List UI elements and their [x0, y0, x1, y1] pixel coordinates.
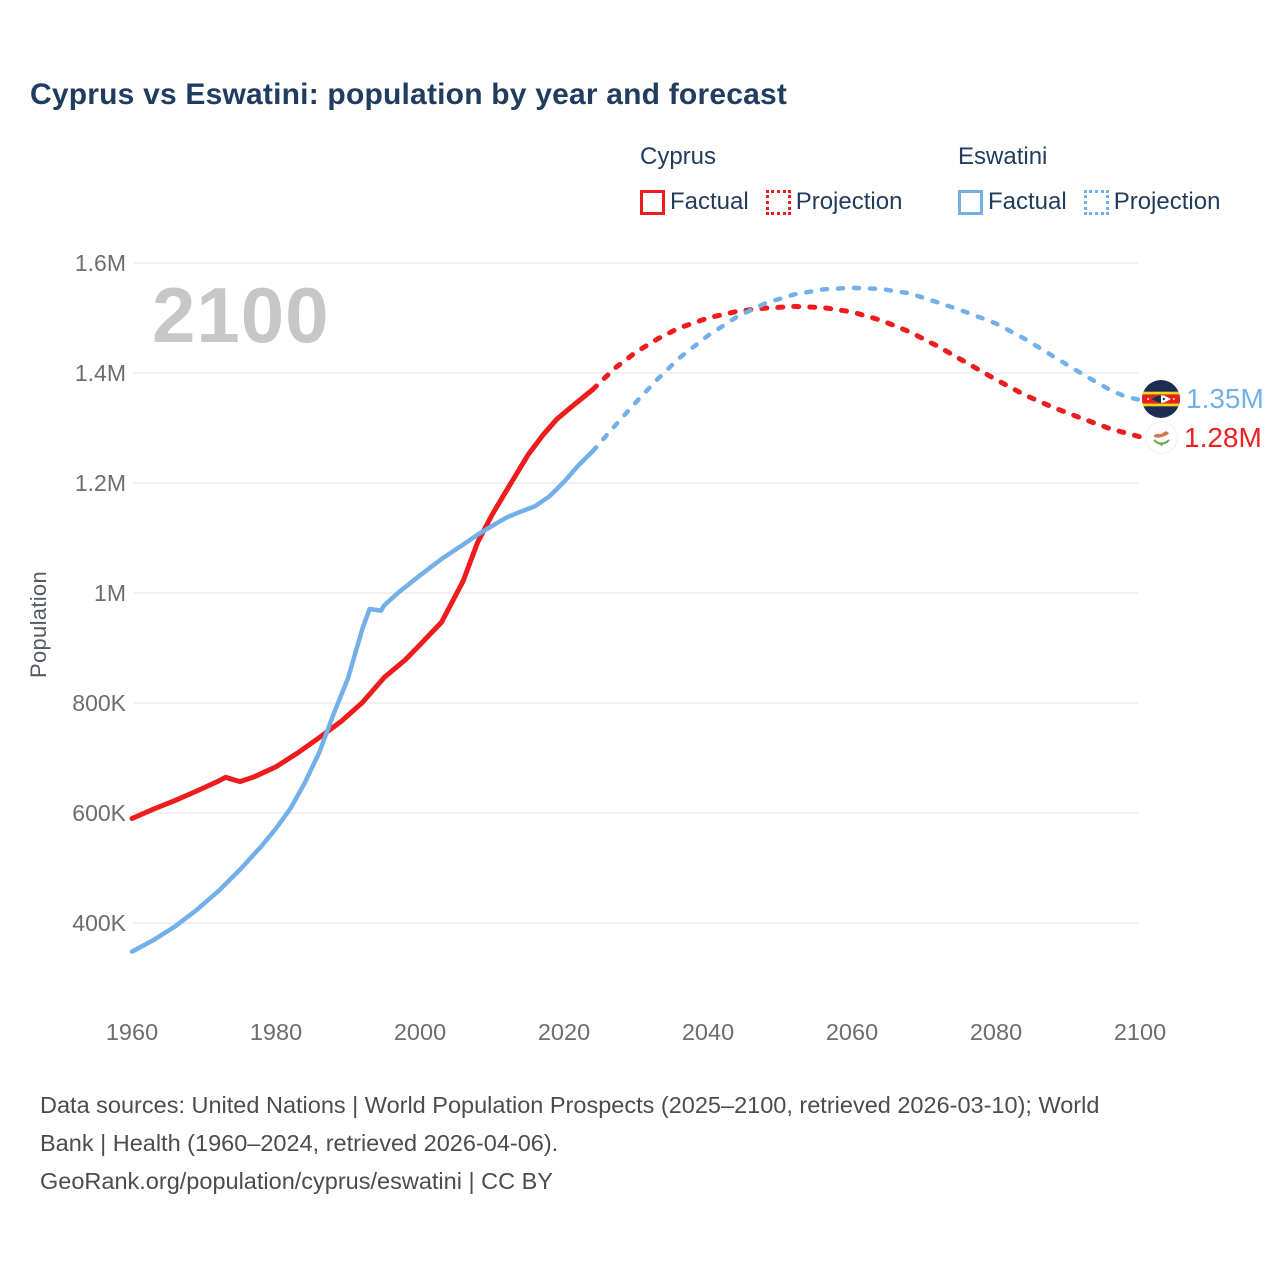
series-cyprus-projection: [590, 303, 1143, 440]
y-tick-label-400K: 400K: [72, 910, 126, 936]
series-eswatini-factual: [129, 448, 596, 954]
end-label-cyprus: 1.28M: [1145, 421, 1262, 454]
cyprus-projection-swatch-icon: [765, 189, 791, 215]
x-tick-label-2040: 2040: [682, 1019, 734, 1045]
data-sources-line2: Bank | Health (1960–2024, retrieved 2026…: [40, 1130, 559, 1156]
y-tick-label-1.2M: 1.2M: [75, 470, 126, 496]
legend-group-cyprus: Cyprus Factual Projection: [640, 143, 902, 216]
cyprus-flag-icon: [1145, 421, 1178, 454]
y-tick-label-800K: 800K: [72, 690, 126, 716]
legend-item-label: Projection: [795, 188, 903, 215]
legend-item-label: Factual: [670, 188, 749, 215]
x-tick-label-2080: 2080: [970, 1019, 1022, 1045]
end-label-eswatini: 1.35M: [1142, 380, 1264, 418]
x-tick-label-2000: 2000: [394, 1019, 446, 1045]
x-tick-label-1960: 1960: [106, 1019, 158, 1045]
footer: Data sources: United Nations | World Pop…: [40, 1086, 1240, 1200]
cyprus-factual-swatch-icon: [640, 189, 665, 215]
eswatini-projection-swatch-icon: [1083, 189, 1109, 215]
legend-eswatini-name: Eswatini: [958, 143, 1048, 170]
eswatini-flag-icon: [1142, 380, 1180, 418]
eswatini-factual-swatch-icon: [958, 189, 983, 215]
series-eswatini-projection: [590, 285, 1143, 454]
legend-item-eswatini-projection[interactable]: Projection: [1083, 188, 1221, 216]
legend-item-label: Factual: [988, 188, 1067, 215]
forecast-year-watermark: 2100: [152, 271, 330, 359]
page-title: Cyprus vs Eswatini: population by year a…: [30, 78, 788, 111]
series-cyprus-factual: [129, 387, 596, 821]
y-tick-label-1.4M: 1.4M: [75, 360, 126, 386]
legend-group-eswatini: Eswatini Factual Projection: [958, 143, 1220, 216]
data-sources-line1: Data sources: United Nations | World Pop…: [40, 1092, 1100, 1118]
x-tick-label-2020: 2020: [538, 1019, 590, 1045]
end-label-value: 1.28M: [1184, 421, 1262, 453]
legend-item-eswatini-factual[interactable]: Factual: [958, 188, 1067, 216]
legend-cyprus-name: Cyprus: [640, 143, 717, 170]
legend-item-cyprus-projection[interactable]: Projection: [765, 188, 903, 216]
x-tick-label-1980: 1980: [250, 1019, 302, 1045]
legend-item-cyprus-factual[interactable]: Factual: [640, 188, 749, 216]
y-tick-label-1M: 1M: [94, 580, 126, 606]
y-tick-label-1.6M: 1.6M: [75, 250, 126, 276]
attribution: GeoRank.org/population/cyprus/eswatini |…: [40, 1168, 553, 1194]
end-label-value: 1.35M: [1186, 383, 1264, 414]
x-tick-label-2060: 2060: [826, 1019, 878, 1045]
y-tick-label-600K: 600K: [72, 800, 126, 826]
legend-item-label: Projection: [1113, 188, 1221, 215]
x-tick-label-2100: 2100: [1114, 1019, 1166, 1045]
